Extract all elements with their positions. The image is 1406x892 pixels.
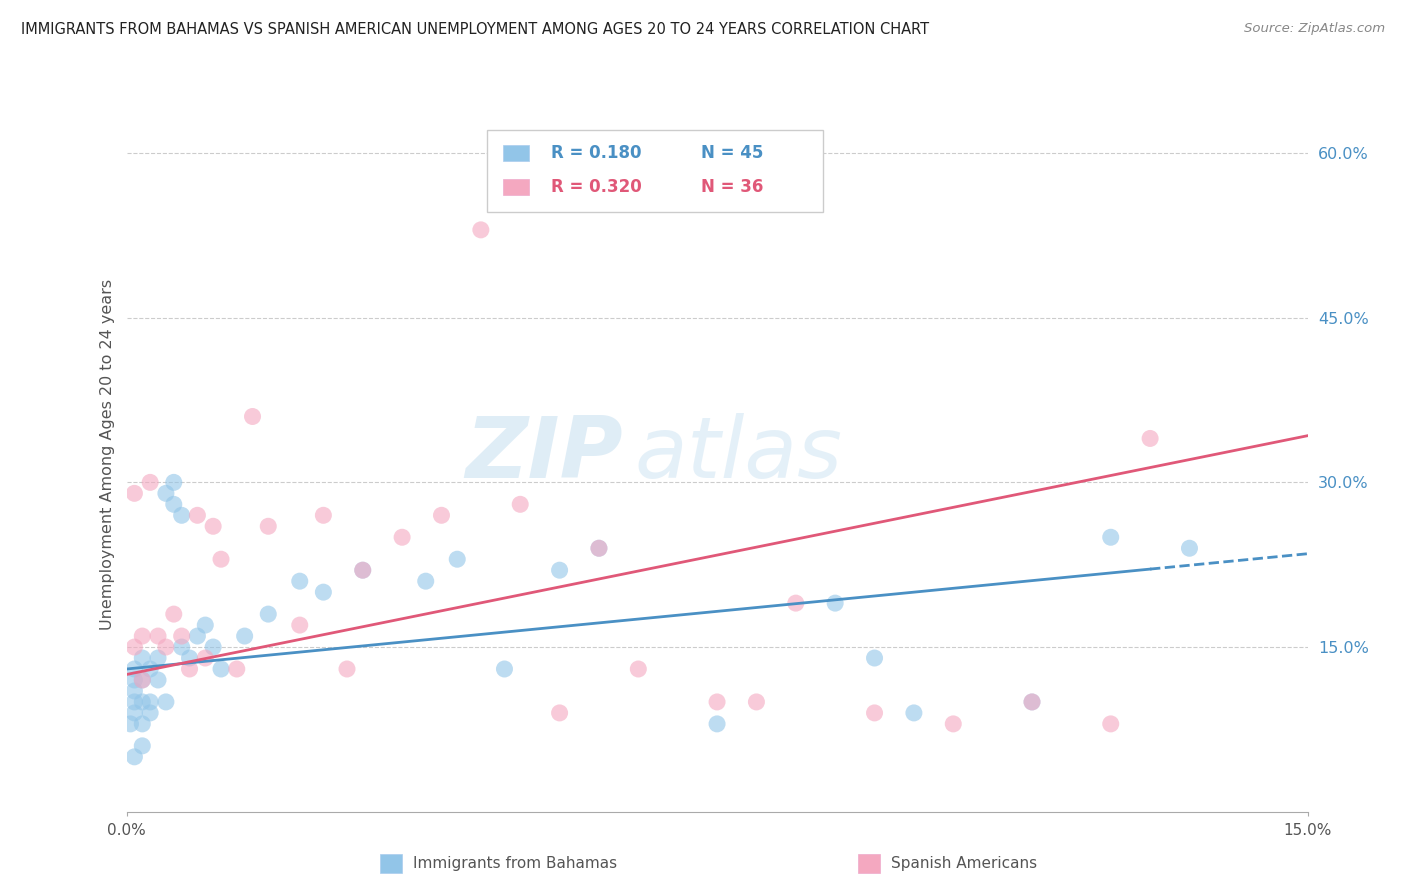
Point: [131, 673, 153, 687]
Point: [312, 508, 335, 523]
Point: [548, 563, 571, 577]
Point: [170, 508, 193, 523]
Point: [131, 739, 153, 753]
Point: [1099, 530, 1122, 544]
Point: [1139, 432, 1161, 446]
Point: [202, 640, 225, 654]
Point: [124, 673, 146, 687]
Point: [225, 662, 247, 676]
Point: [139, 706, 162, 720]
Point: [170, 629, 193, 643]
Point: [588, 541, 610, 556]
Point: [415, 574, 437, 589]
Point: [179, 651, 201, 665]
Point: [186, 508, 208, 523]
Point: [903, 706, 925, 720]
Point: [863, 651, 886, 665]
Text: Source: ZipAtlas.com: Source: ZipAtlas.com: [1244, 22, 1385, 36]
Point: [146, 629, 169, 643]
Point: [548, 706, 571, 720]
Point: [352, 563, 374, 577]
Point: [391, 530, 413, 544]
Point: [139, 475, 162, 490]
Point: [131, 717, 153, 731]
Point: [163, 497, 186, 511]
Point: [124, 640, 146, 654]
Point: [202, 519, 225, 533]
Text: IMMIGRANTS FROM BAHAMAS VS SPANISH AMERICAN UNEMPLOYMENT AMONG AGES 20 TO 24 YEA: IMMIGRANTS FROM BAHAMAS VS SPANISH AMERI…: [21, 22, 929, 37]
Point: [257, 519, 280, 533]
Point: [186, 629, 208, 643]
Point: [146, 651, 169, 665]
Point: [139, 695, 162, 709]
Point: [233, 629, 256, 643]
Point: [470, 223, 492, 237]
Point: [288, 574, 311, 589]
Point: [627, 662, 650, 676]
Point: [155, 695, 177, 709]
Point: [1021, 695, 1043, 709]
Point: [194, 651, 217, 665]
Text: N = 36: N = 36: [700, 178, 763, 196]
Point: [155, 486, 177, 500]
Point: [242, 409, 264, 424]
Point: [509, 497, 531, 511]
Text: R = 0.320: R = 0.320: [551, 178, 641, 196]
Point: [194, 618, 217, 632]
Point: [1099, 717, 1122, 731]
Bar: [503, 179, 529, 195]
Point: [745, 695, 768, 709]
Text: Immigrants from Bahamas: Immigrants from Bahamas: [413, 856, 617, 871]
Point: [209, 552, 232, 566]
Point: [209, 662, 232, 676]
Text: ZIP: ZIP: [465, 413, 623, 497]
Point: [785, 596, 807, 610]
Point: [446, 552, 468, 566]
Point: [163, 475, 186, 490]
Point: [824, 596, 846, 610]
Point: [146, 673, 169, 687]
Point: [124, 486, 146, 500]
Point: [257, 607, 280, 621]
Point: [120, 717, 142, 731]
Point: [124, 706, 146, 720]
Bar: [503, 145, 529, 161]
Point: [131, 651, 153, 665]
Point: [179, 662, 201, 676]
Point: [131, 673, 153, 687]
Point: [588, 541, 610, 556]
Point: [163, 607, 186, 621]
Point: [312, 585, 335, 599]
Text: N = 45: N = 45: [700, 145, 763, 162]
Text: atlas: atlas: [634, 413, 842, 497]
Point: [352, 563, 374, 577]
Point: [430, 508, 453, 523]
Point: [1178, 541, 1201, 556]
Point: [124, 662, 146, 676]
Point: [124, 749, 146, 764]
Point: [288, 618, 311, 632]
Point: [942, 717, 965, 731]
Y-axis label: Unemployment Among Ages 20 to 24 years: Unemployment Among Ages 20 to 24 years: [100, 279, 115, 631]
Point: [124, 695, 146, 709]
Text: R = 0.180: R = 0.180: [551, 145, 641, 162]
Point: [336, 662, 359, 676]
Point: [170, 640, 193, 654]
Point: [124, 684, 146, 698]
Point: [155, 640, 177, 654]
Point: [131, 695, 153, 709]
Point: [494, 662, 516, 676]
FancyBboxPatch shape: [486, 130, 824, 212]
Point: [131, 629, 153, 643]
Point: [706, 695, 728, 709]
Text: Spanish Americans: Spanish Americans: [891, 856, 1038, 871]
Point: [706, 717, 728, 731]
Point: [863, 706, 886, 720]
Point: [1021, 695, 1043, 709]
Point: [139, 662, 162, 676]
